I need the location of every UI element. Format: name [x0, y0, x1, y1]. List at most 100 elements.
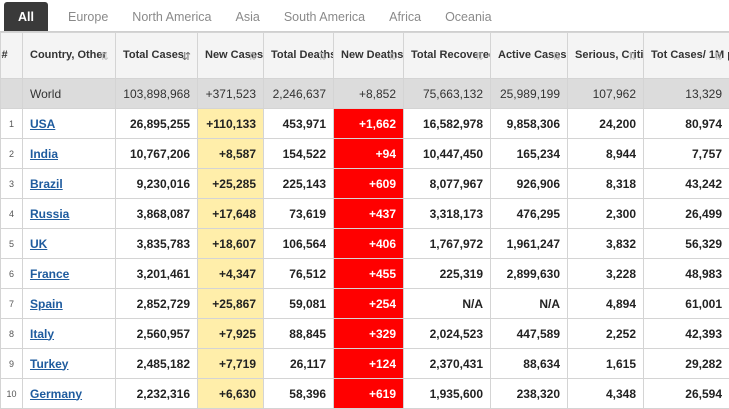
column-header-active-cases[interactable]: Active Cases⇅ — [491, 33, 568, 79]
row-index-cell: 8 — [1, 319, 23, 349]
serious-critical-cell: 4,348 — [568, 379, 644, 409]
new-deaths-cell: +609 — [334, 169, 404, 199]
row-index-cell: 6 — [1, 259, 23, 289]
country-cell: USA — [23, 109, 116, 139]
sort-arrows-icon[interactable]: ⇅ — [714, 50, 723, 65]
world-country-cell: World — [23, 79, 116, 109]
total-deaths-cell: 106,564 — [264, 229, 334, 259]
total-cases-cell: 2,560,957 — [116, 319, 198, 349]
total-recovered-cell: 8,077,967 — [404, 169, 491, 199]
world-total-deaths-cell: 2,246,637 — [264, 79, 334, 109]
per-million-cell: 43,242 — [644, 169, 729, 199]
serious-critical-cell: 1,615 — [568, 349, 644, 379]
tab-north-america[interactable]: North America — [120, 10, 223, 31]
active-cases-cell: N/A — [491, 289, 568, 319]
sort-arrows-icon[interactable]: ⇅ — [248, 50, 257, 65]
row-index-cell: 9 — [1, 349, 23, 379]
country-link[interactable]: Russia — [30, 207, 69, 221]
row-index-cell: 10 — [1, 379, 23, 409]
country-link[interactable]: Turkey — [30, 357, 68, 371]
serious-critical-cell: 4,894 — [568, 289, 644, 319]
new-deaths-cell: +455 — [334, 259, 404, 289]
covid-stats-table: #Country, Other⇅Total Cases⇵New Cases⇅To… — [0, 32, 729, 409]
total-cases-cell: 9,230,016 — [116, 169, 198, 199]
per-million-cell: 7,757 — [644, 139, 729, 169]
column-header-new-cases[interactable]: New Cases⇅ — [198, 33, 264, 79]
country-link[interactable]: Spain — [30, 297, 63, 311]
total-deaths-cell: 73,619 — [264, 199, 334, 229]
world-total-cases-cell: 103,898,968 — [116, 79, 198, 109]
serious-critical-cell: 8,318 — [568, 169, 644, 199]
total-recovered-cell: 1,935,600 — [404, 379, 491, 409]
region-tabs: All Europe North America Asia South Amer… — [0, 0, 729, 32]
new-cases-cell: +110,133 — [198, 109, 264, 139]
total-deaths-cell: 26,117 — [264, 349, 334, 379]
column-header-per-million[interactable]: Tot Cases/ 1M pop⇅ — [644, 33, 729, 79]
per-million-cell: 61,001 — [644, 289, 729, 319]
active-cases-cell: 88,634 — [491, 349, 568, 379]
tab-south-america[interactable]: South America — [272, 10, 377, 31]
tab-africa[interactable]: Africa — [377, 10, 433, 31]
column-header-total-cases[interactable]: Total Cases⇵ — [116, 33, 198, 79]
tab-oceania[interactable]: Oceania — [433, 10, 504, 31]
country-link[interactable]: India — [30, 147, 58, 161]
total-recovered-cell: 16,582,978 — [404, 109, 491, 139]
column-label: Country, Other — [30, 48, 108, 63]
total-cases-cell: 3,835,783 — [116, 229, 198, 259]
total-recovered-cell: 2,024,523 — [404, 319, 491, 349]
column-header-total-deaths[interactable]: Total Deaths⇅ — [264, 33, 334, 79]
row-index-cell: 5 — [1, 229, 23, 259]
column-header-country[interactable]: Country, Other⇅ — [23, 33, 116, 79]
sort-arrows-icon[interactable]: ⇅ — [552, 50, 561, 65]
tab-all[interactable]: All — [4, 2, 48, 31]
sort-arrows-icon[interactable]: ⇅ — [628, 50, 637, 65]
total-deaths-cell: 58,396 — [264, 379, 334, 409]
tab-asia[interactable]: Asia — [224, 10, 272, 31]
per-million-cell: 56,329 — [644, 229, 729, 259]
country-cell: France — [23, 259, 116, 289]
new-cases-cell: +25,285 — [198, 169, 264, 199]
total-recovered-cell: 1,767,972 — [404, 229, 491, 259]
column-header-new-deaths[interactable]: New Deaths⇅ — [334, 33, 404, 79]
country-cell: Russia — [23, 199, 116, 229]
serious-critical-cell: 2,252 — [568, 319, 644, 349]
country-link[interactable]: UK — [30, 237, 47, 251]
country-cell: Spain — [23, 289, 116, 319]
sort-arrows-icon[interactable]: ⇅ — [100, 50, 109, 65]
new-deaths-cell: +406 — [334, 229, 404, 259]
total-deaths-cell: 453,971 — [264, 109, 334, 139]
country-link[interactable]: Brazil — [30, 177, 63, 191]
world-total-recovered-cell: 75,663,132 — [404, 79, 491, 109]
country-link[interactable]: Germany — [30, 387, 82, 401]
country-link[interactable]: Italy — [30, 327, 54, 341]
column-header-serious-critical[interactable]: Serious, Critical⇅ — [568, 33, 644, 79]
total-cases-cell: 10,767,206 — [116, 139, 198, 169]
new-deaths-cell: +329 — [334, 319, 404, 349]
active-cases-cell: 165,234 — [491, 139, 568, 169]
sort-arrows-icon[interactable]: ⇅ — [318, 50, 327, 65]
per-million-cell: 48,983 — [644, 259, 729, 289]
total-cases-cell: 3,201,461 — [116, 259, 198, 289]
total-recovered-cell: 225,319 — [404, 259, 491, 289]
total-cases-cell: 2,232,316 — [116, 379, 198, 409]
world-index-cell — [1, 79, 23, 109]
new-cases-cell: +25,867 — [198, 289, 264, 319]
per-million-cell: 80,974 — [644, 109, 729, 139]
sort-arrows-icon[interactable]: ⇅ — [475, 50, 484, 65]
country-cell: India — [23, 139, 116, 169]
sort-arrows-icon[interactable]: ⇵ — [182, 50, 191, 65]
new-deaths-cell: +254 — [334, 289, 404, 319]
total-recovered-cell: 10,447,450 — [404, 139, 491, 169]
column-header-total-recovered[interactable]: Total Recovered⇅ — [404, 33, 491, 79]
sort-arrows-icon[interactable]: ⇅ — [388, 50, 397, 65]
country-link[interactable]: France — [30, 267, 69, 281]
country-link[interactable]: USA — [30, 117, 55, 131]
tab-europe[interactable]: Europe — [56, 10, 120, 31]
new-deaths-cell: +619 — [334, 379, 404, 409]
new-deaths-cell: +1,662 — [334, 109, 404, 139]
total-deaths-cell: 76,512 — [264, 259, 334, 289]
